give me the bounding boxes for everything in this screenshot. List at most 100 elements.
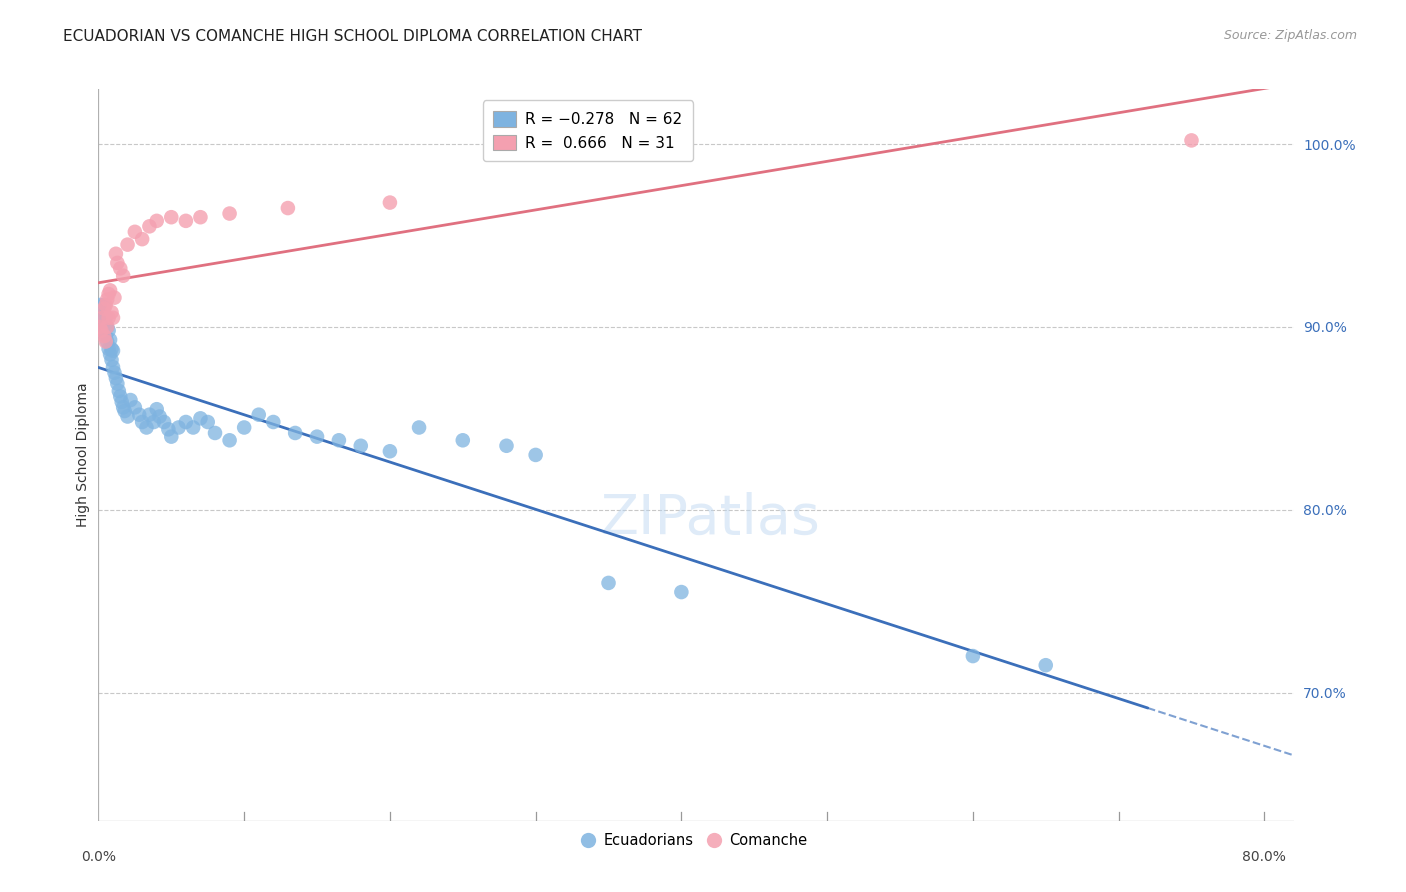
Point <box>96 319 118 334</box>
Point <box>142 415 165 429</box>
Point <box>104 371 127 385</box>
Point <box>91 324 114 338</box>
Point <box>135 420 157 434</box>
Point <box>190 211 212 225</box>
Point <box>90 324 112 338</box>
Point <box>124 401 146 415</box>
Point <box>378 195 401 210</box>
Point <box>408 420 430 434</box>
Point <box>101 310 124 325</box>
Point <box>117 237 139 252</box>
Point <box>350 439 373 453</box>
Point <box>157 422 180 436</box>
Point <box>97 287 120 301</box>
Point <box>138 219 160 234</box>
Point <box>104 247 127 261</box>
Text: 0.0%: 0.0% <box>82 850 115 863</box>
Point <box>114 404 136 418</box>
Point <box>108 384 131 398</box>
Point <box>145 214 167 228</box>
Point <box>103 366 125 380</box>
Text: 80.0%: 80.0% <box>1243 850 1286 863</box>
Point <box>100 352 122 367</box>
Point <box>100 305 122 319</box>
Point <box>190 411 212 425</box>
Point <box>305 430 328 444</box>
Point <box>96 334 118 349</box>
Point <box>1035 658 1057 673</box>
Point <box>328 434 350 448</box>
Point <box>128 408 150 422</box>
Point <box>93 301 115 316</box>
Point <box>174 214 197 228</box>
Point <box>98 347 121 361</box>
Point <box>160 430 183 444</box>
Point <box>495 439 517 453</box>
Point <box>98 333 121 347</box>
Point <box>160 211 183 225</box>
Point <box>93 319 115 334</box>
Point <box>149 409 172 424</box>
Point <box>451 434 474 448</box>
Point <box>120 393 142 408</box>
Point <box>218 434 240 448</box>
Point <box>89 319 111 334</box>
Point <box>94 310 117 325</box>
Legend: Ecuadorians, Comanche: Ecuadorians, Comanche <box>578 827 814 854</box>
Point <box>145 402 167 417</box>
Point <box>117 409 139 424</box>
Point <box>97 324 120 338</box>
Point <box>97 310 120 325</box>
Point <box>111 395 134 409</box>
Point <box>93 329 115 343</box>
Point <box>247 408 270 422</box>
Point <box>94 334 117 349</box>
Point <box>131 232 153 246</box>
Point <box>112 268 135 283</box>
Point <box>110 389 132 403</box>
Point <box>101 343 124 358</box>
Point <box>378 444 401 458</box>
Point <box>97 342 120 356</box>
Y-axis label: High School Diploma: High School Diploma <box>76 383 90 527</box>
Point <box>181 420 204 434</box>
Point <box>101 360 124 375</box>
Point <box>524 448 547 462</box>
Point <box>94 329 117 343</box>
Point <box>174 415 197 429</box>
Point <box>671 585 693 599</box>
Point <box>98 284 121 298</box>
Text: ZIPatlas: ZIPatlas <box>600 491 821 546</box>
Point <box>96 319 118 334</box>
Point <box>153 415 176 429</box>
Point <box>105 376 128 391</box>
Point <box>103 291 125 305</box>
Point <box>131 415 153 429</box>
Point <box>204 425 226 440</box>
Point <box>598 576 620 591</box>
Point <box>167 420 190 434</box>
Point <box>91 310 114 325</box>
Point <box>94 298 117 312</box>
Point <box>277 201 299 215</box>
Point <box>96 293 118 307</box>
Point <box>105 256 128 270</box>
Point <box>218 206 240 220</box>
Point <box>93 298 115 312</box>
Point <box>91 310 114 325</box>
Point <box>284 425 307 440</box>
Point <box>89 298 111 312</box>
Point <box>262 415 284 429</box>
Point <box>124 225 146 239</box>
Point <box>962 649 984 664</box>
Text: ECUADORIAN VS COMANCHE HIGH SCHOOL DIPLOMA CORRELATION CHART: ECUADORIAN VS COMANCHE HIGH SCHOOL DIPLO… <box>63 29 643 45</box>
Text: Source: ZipAtlas.com: Source: ZipAtlas.com <box>1223 29 1357 43</box>
Point <box>90 307 112 321</box>
Point <box>100 342 122 356</box>
Point <box>1180 133 1202 147</box>
Point <box>197 415 219 429</box>
Point <box>112 401 135 415</box>
Point <box>110 261 132 276</box>
Point <box>233 420 256 434</box>
Point <box>138 408 160 422</box>
